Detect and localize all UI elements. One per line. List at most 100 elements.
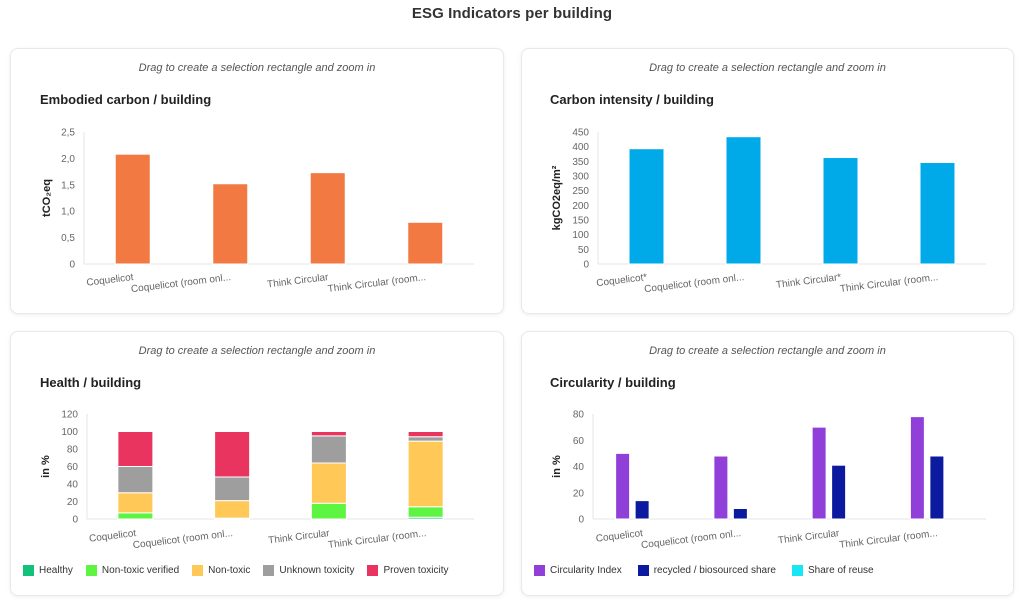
bar-segment[interactable] — [407, 506, 444, 518]
bar[interactable] — [114, 153, 151, 265]
bar-segment[interactable] — [407, 431, 444, 438]
legend-item-non-toxic-verified[interactable]: Non-toxic verified — [85, 565, 180, 576]
bar-segment[interactable] — [310, 431, 347, 437]
embodied-carbon-chart[interactable]: 0 0,5 1,0 1,5 2,0 2,5 tCO₂eq CoquelicotCoquelic… — [11, 49, 503, 313]
bar-segment[interactable] — [117, 431, 154, 467]
y-tick-label: 80 — [67, 445, 79, 456]
legend-label: Share of reuse — [808, 565, 874, 576]
bar-segment[interactable] — [117, 492, 154, 514]
legend-item-healthy[interactable]: Healthy — [23, 565, 73, 576]
y-tick-label: 60 — [573, 436, 585, 447]
x-tick-label: Coquelicot (room onl... — [644, 272, 745, 295]
bar-segment[interactable] — [214, 500, 251, 519]
carbon-intensity-card: Drag to create a selection rectangle and… — [521, 48, 1014, 314]
embodied-carbon-card: Drag to create a selection rectangle and… — [10, 48, 504, 314]
bar[interactable] — [909, 416, 925, 520]
bar-segment[interactable] — [117, 466, 154, 494]
x-tick-label: Coquelicot (room onl... — [132, 528, 233, 551]
y-tick-label: 120 — [61, 410, 78, 421]
bar[interactable] — [811, 426, 827, 520]
circularity-card: Drag to create a selection rectangle and… — [521, 331, 1014, 596]
legend-item-recycled-biosourced-share[interactable]: recycled / biosourced share — [637, 565, 776, 576]
bar-segment[interactable] — [407, 436, 444, 442]
y-tick-label: 1,5 — [61, 180, 75, 191]
bar[interactable] — [407, 221, 444, 265]
y-tick-label: 50 — [578, 245, 590, 256]
bar[interactable] — [615, 452, 631, 520]
bar-segment[interactable] — [214, 476, 251, 502]
y-tick-label: 40 — [573, 462, 585, 473]
x-tick-label: Think Circular (room... — [839, 272, 939, 295]
x-tick-label: Coquelicot — [595, 528, 643, 545]
y-tick-label: 0 — [69, 260, 75, 271]
y-tick-label: 2,0 — [61, 154, 75, 165]
legend-swatch — [192, 565, 204, 576]
legend-label: Non-toxic verified — [101, 565, 180, 576]
bar-segment[interactable] — [310, 435, 347, 464]
bar[interactable] — [628, 148, 665, 265]
bar[interactable] — [212, 183, 249, 265]
x-tick-label: Think Circular — [777, 528, 840, 547]
legend-swatch — [263, 565, 275, 576]
y-tick-label: 100 — [572, 230, 589, 241]
health-chart[interactable]: 0 20 40 60 80 100 120 in % CoquelicotCoquelicot … — [11, 332, 503, 595]
bar-segment[interactable] — [214, 431, 251, 478]
x-tick-label: Think Circular — [268, 528, 331, 547]
zoom-hint: Drag to create a selection rectangle and… — [138, 62, 376, 74]
legend-label: Unknown toxicity — [279, 565, 355, 576]
x-tick-label: Coquelicot — [86, 272, 134, 289]
x-tick-label: Think Circular (room... — [327, 272, 427, 295]
zoom-hint: Drag to create a selection rectangle and… — [138, 345, 376, 357]
y-tick-label: 100 — [61, 427, 78, 438]
legend-swatch — [85, 565, 97, 576]
health-legend: Healthy Non-toxic verified Non-toxic Unk… — [23, 565, 448, 576]
bar[interactable] — [831, 464, 847, 520]
y-tick-label: 250 — [572, 186, 589, 197]
legend-swatch — [637, 565, 649, 576]
legend-swatch — [792, 565, 803, 576]
bar[interactable] — [919, 162, 956, 265]
x-tick-label: Coquelicot* — [596, 272, 648, 289]
bar-segment[interactable] — [117, 512, 154, 520]
legend-label: recycled / biosourced share — [653, 565, 776, 576]
legend-swatch — [23, 565, 34, 576]
bar-segment[interactable] — [407, 440, 444, 508]
bar[interactable] — [822, 157, 859, 265]
legend-label: Non-toxic — [208, 565, 251, 576]
bar[interactable] — [929, 455, 945, 520]
y-tick-label: 1,0 — [61, 207, 75, 218]
legend-item-proven-toxicity[interactable]: Proven toxicity — [367, 565, 448, 576]
y-tick-label: 80 — [573, 410, 585, 421]
x-tick-label: Think Circular — [267, 272, 330, 291]
y-tick-label: 150 — [572, 216, 589, 227]
y-tick-label: 20 — [67, 497, 79, 508]
x-tick-label: Think Circular (room... — [839, 528, 939, 551]
bar[interactable] — [713, 455, 729, 520]
legend-item-unknown-toxicity[interactable]: Unknown toxicity — [263, 565, 354, 576]
x-tick-label: Think Circular (room... — [327, 528, 427, 551]
bar[interactable] — [725, 136, 762, 265]
y-tick-label: 400 — [572, 142, 589, 153]
bar-segment[interactable] — [310, 502, 347, 520]
bar[interactable] — [309, 172, 346, 265]
page-title: ESG Indicators per building — [411, 5, 613, 22]
y-axis-title: kgCO2eq/m² — [551, 165, 563, 230]
legend-swatch — [534, 565, 545, 576]
legend-item-circularity-index[interactable]: Circularity Index — [534, 565, 622, 576]
y-tick-label: 60 — [67, 462, 79, 473]
health-card: Drag to create a selection rectangle and… — [10, 331, 504, 596]
y-tick-label: 300 — [572, 172, 589, 183]
legend-item-share-of-reuse[interactable]: Share of reuse — [792, 565, 874, 576]
legend-label: Circularity Index — [550, 565, 622, 576]
legend-item-non-toxic[interactable]: Non-toxic — [192, 565, 250, 576]
bar[interactable] — [732, 508, 748, 520]
y-tick-label: 0 — [578, 515, 584, 526]
carbon-intensity-chart[interactable]: 0 50 100 150 200 250 300 350 400 450 kgCO2eq/m² Coq… — [522, 49, 1013, 313]
y-tick-label: 450 — [572, 128, 589, 139]
zoom-hint: Drag to create a selection rectangle and… — [649, 62, 886, 74]
chart-title: Health / building — [40, 375, 142, 390]
bar-segment[interactable] — [310, 462, 347, 504]
chart-title: Carbon intensity / building — [550, 92, 714, 107]
bar[interactable] — [634, 500, 650, 520]
